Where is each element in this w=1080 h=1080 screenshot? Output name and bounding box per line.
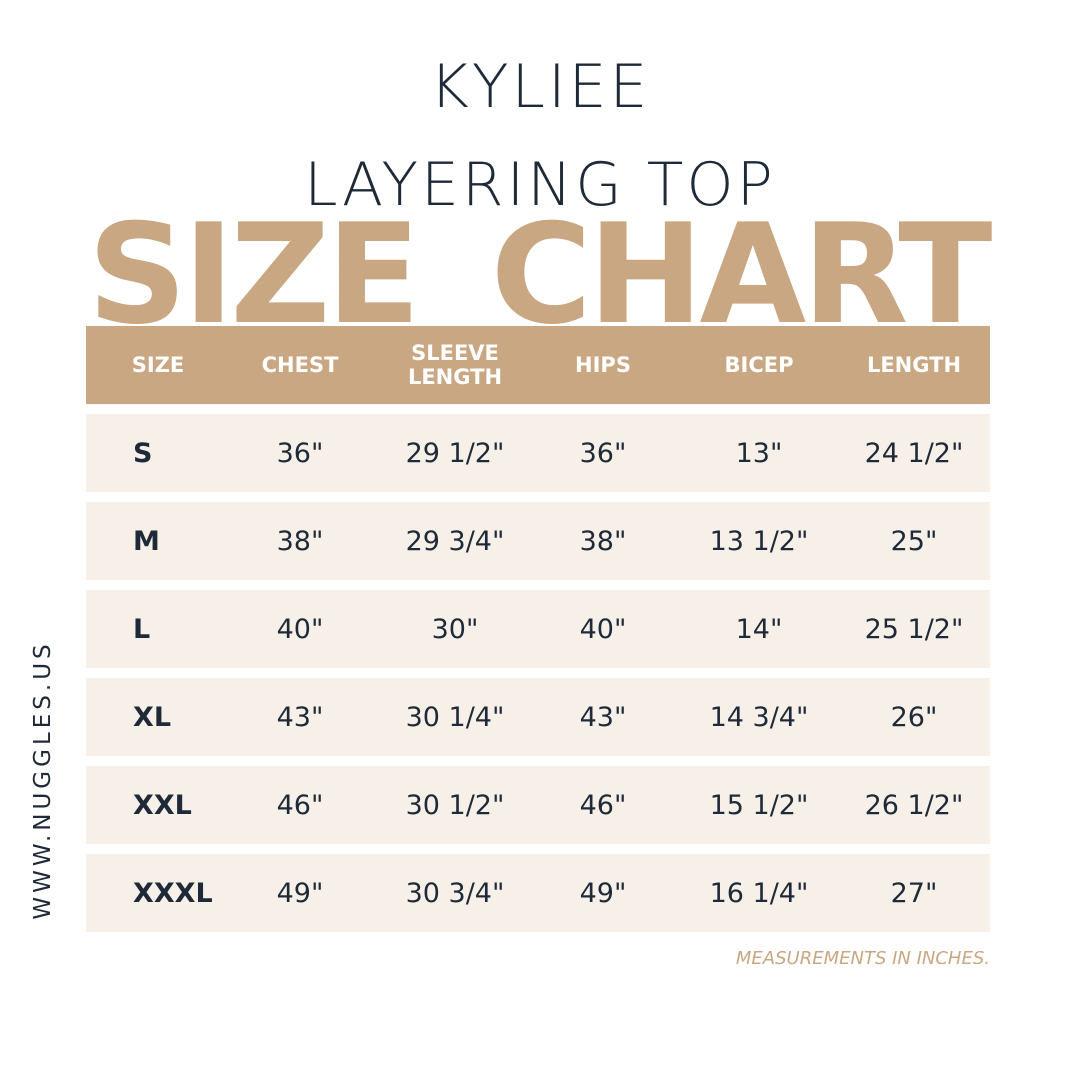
measurement: 26" — [890, 701, 938, 733]
measurement: 49" — [579, 877, 627, 909]
size-label: XXL — [133, 789, 192, 821]
measurement: 27" — [890, 877, 938, 909]
table-row: XL 43" 30 1/4" 43" 14 3/4" 26" — [86, 678, 990, 756]
banner: SIZE CHART — [87, 194, 993, 355]
measurement: 15 1/2" — [709, 789, 809, 821]
measurement: 40" — [579, 613, 627, 645]
measurement: 14 3/4" — [709, 701, 809, 733]
measurement: 30 3/4" — [405, 877, 505, 909]
size-label: L — [133, 613, 151, 645]
measurement: 25" — [890, 525, 938, 557]
website: WWW.NUGGLES.US — [30, 640, 56, 920]
table-row: XXL 46" 30 1/2" 46" 15 1/2" 26 1/2" — [86, 766, 990, 844]
title-line2: LAYERING TOP — [304, 150, 776, 220]
measurement: 24 1/2" — [864, 437, 964, 469]
measurement: 46" — [276, 789, 324, 821]
measurement: 26 1/2" — [864, 789, 964, 821]
measurement: 13 1/2" — [709, 525, 809, 557]
table-row: M 38" 29 3/4" 38" 13 1/2" 25" — [86, 502, 990, 580]
size-label: M — [133, 525, 160, 557]
table-row: L 40" 30" 40" 14" 25 1/2" — [86, 590, 990, 668]
column-header: LENGTH — [866, 353, 962, 377]
size-label: XL — [133, 701, 172, 733]
measurement: 16 1/4" — [709, 877, 809, 909]
measurement: 14" — [735, 613, 783, 645]
measurement: 30" — [431, 613, 479, 645]
measurement: 36" — [276, 437, 324, 469]
measurement: 43" — [579, 701, 627, 733]
column-header: BICEP — [724, 353, 794, 377]
measurement: 25 1/2" — [864, 613, 964, 645]
size-label: XXXL — [133, 877, 213, 909]
table-row: XXXL 49" 30 3/4" 49" 16 1/4" 27" — [86, 854, 990, 932]
measurement: 49" — [276, 877, 324, 909]
column-header: HIPS — [575, 353, 631, 377]
note: MEASUREMENTS IN INCHES. — [735, 948, 990, 969]
column-header: CHEST — [261, 353, 339, 377]
column-header: SIZE — [131, 353, 185, 377]
measurement: 38" — [579, 525, 627, 557]
measurement: 29 3/4" — [405, 525, 505, 557]
measurement: 13" — [735, 437, 783, 469]
measurement: 29 1/2" — [405, 437, 505, 469]
table-row: S 36" 29 1/2" 36" 13" 24 1/2" — [86, 414, 990, 492]
measurement: 40" — [276, 613, 324, 645]
measurement: 38" — [276, 525, 324, 557]
measurement: 36" — [579, 437, 627, 469]
measurement: 30 1/4" — [405, 701, 505, 733]
title-line1: KYLIEE — [429, 52, 651, 122]
measurement: 43" — [276, 701, 324, 733]
measurement: 46" — [579, 789, 627, 821]
measurement: 30 1/2" — [405, 789, 505, 821]
column-header: SLEEVE LENGTH — [407, 341, 503, 389]
size-label: S — [133, 437, 153, 469]
table-header: SIZE CHEST SLEEVE LENGTH HIPS BICEP LENGTH — [86, 326, 990, 404]
